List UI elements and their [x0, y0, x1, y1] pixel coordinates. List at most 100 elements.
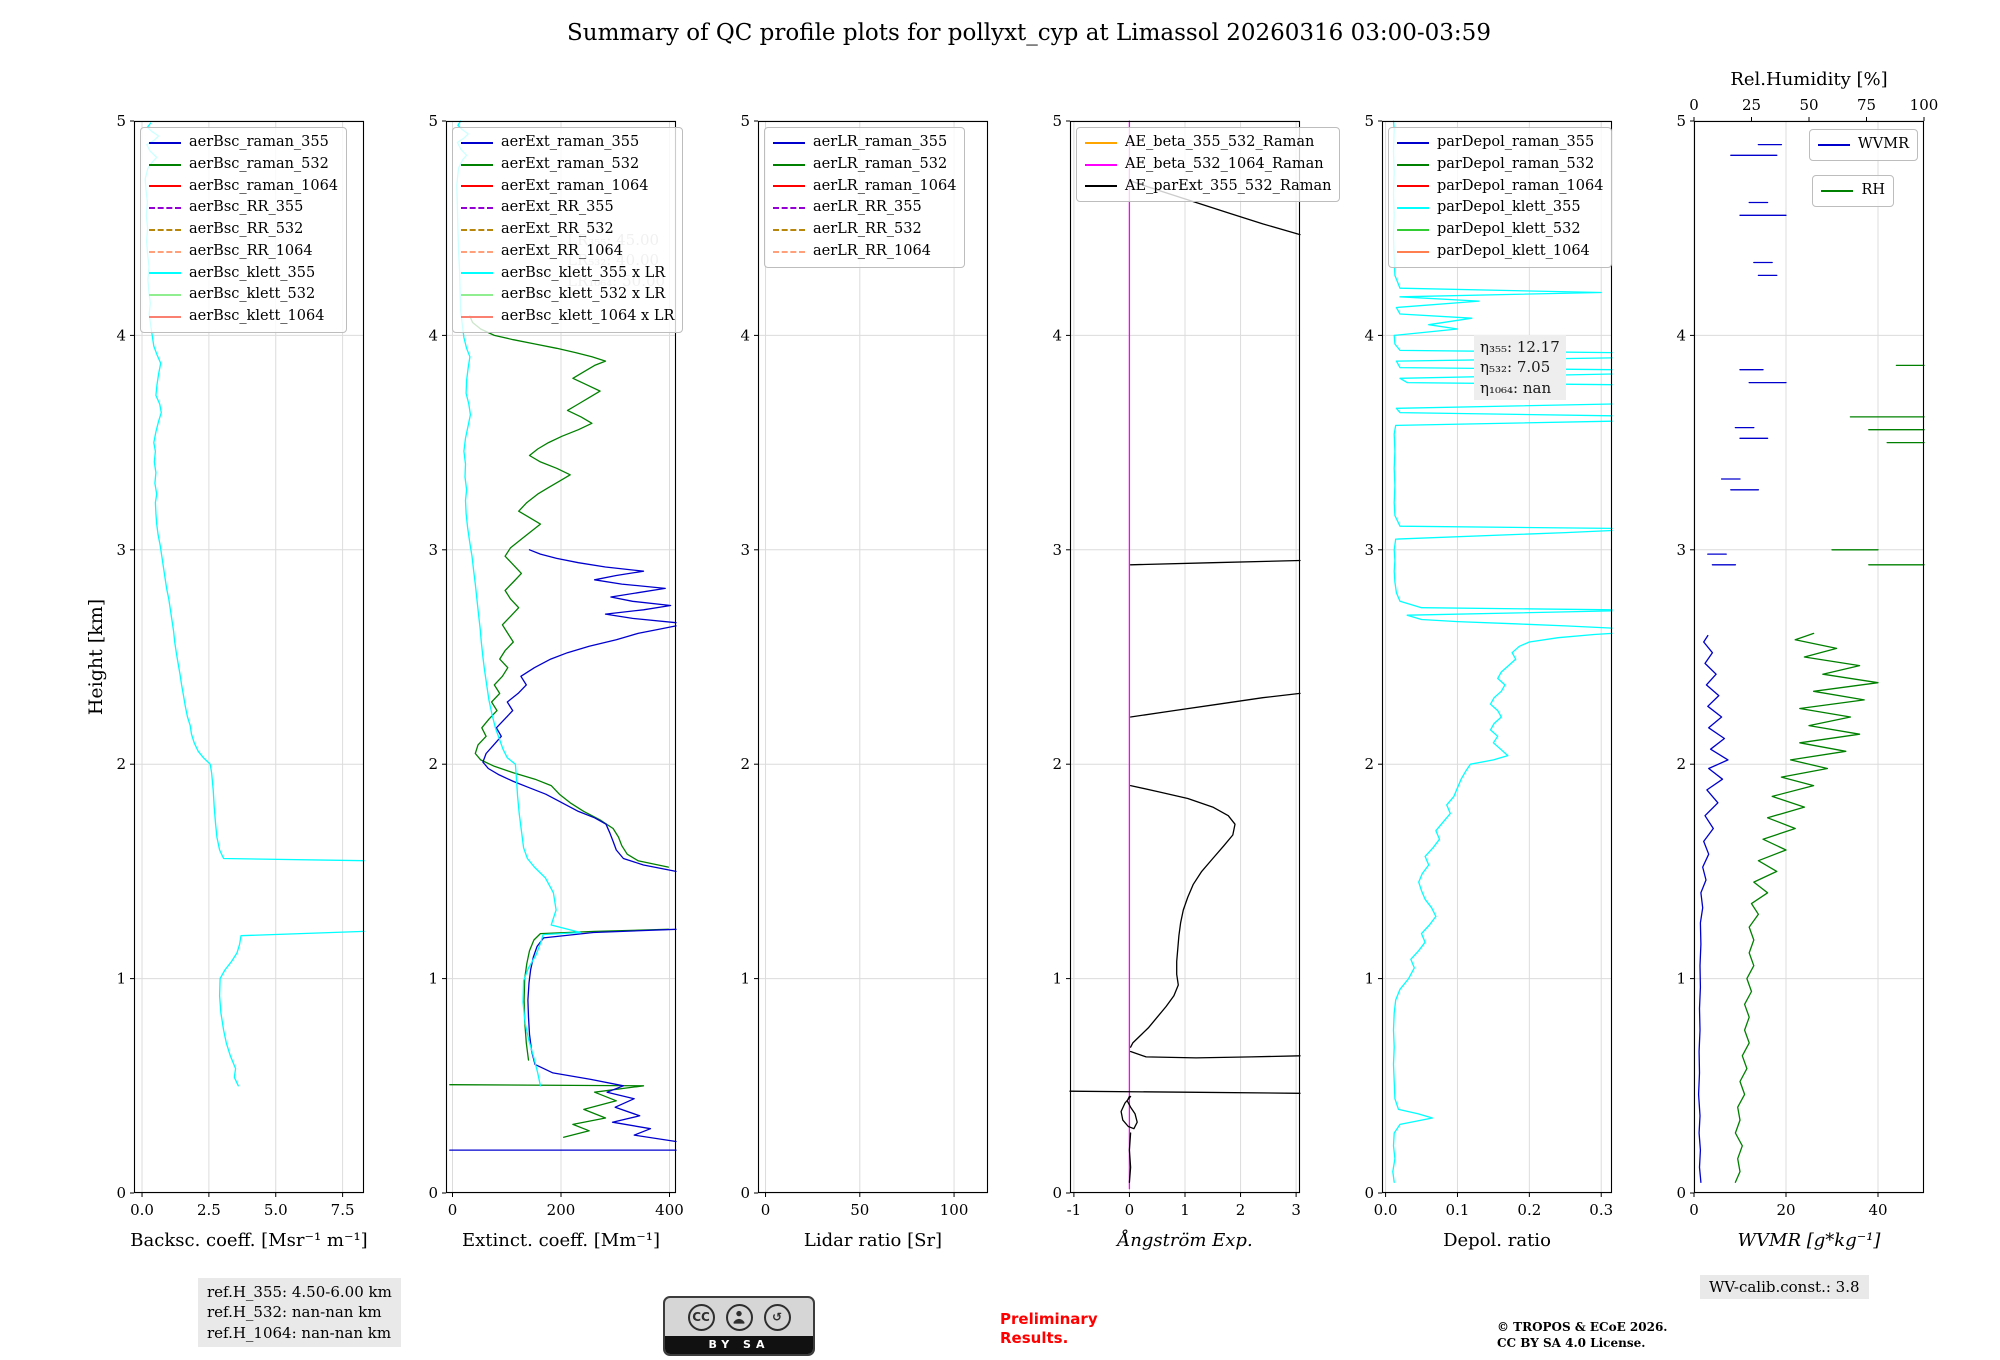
- y-tick-label: 2: [428, 755, 438, 773]
- legend-item: aerExt_raman_1064: [461, 176, 674, 198]
- x-tick-label: 2.5: [197, 1201, 221, 1219]
- legend-label: aerBsc_RR_355: [189, 199, 304, 216]
- share-alike-icon: ↺: [763, 1303, 791, 1331]
- legend-label: aerBsc_RR_1064: [189, 242, 313, 259]
- legend-label: aerBsc_RR_532: [189, 221, 304, 237]
- y-tick-label: 2: [740, 755, 750, 773]
- legend-item: aerBsc_raman_1064: [149, 176, 338, 198]
- x-tick-label: 1: [1180, 1201, 1190, 1219]
- series-aerExt_raman_532: [523, 928, 670, 1061]
- legend: aerLR_raman_355 aerLR_raman_532 aerLR_rama…: [764, 127, 966, 268]
- preliminary-note: Preliminary Results.: [1000, 1310, 1098, 1348]
- series-aerExt_raman_355: [482, 625, 677, 873]
- series-AE_parExt_355_532_Raman: [1129, 784, 1236, 1048]
- panel-angstrom: -1 0 1 2 3 0 1 2 3 4 5 Ångström Exp. AE_beta_355_532…: [1052, 112, 1341, 1251]
- legend-item: aerBsc_klett_532 x LR: [461, 284, 674, 306]
- legend-line-sample: [149, 185, 181, 188]
- y-tick-label: 5: [1676, 112, 1686, 130]
- y-tick-label: 3: [116, 541, 126, 559]
- y-tick-label: 2: [1052, 755, 1062, 773]
- legend-line-sample: [149, 250, 181, 253]
- legend-line-sample: [461, 250, 493, 253]
- y-tick-label: 4: [1364, 326, 1374, 344]
- wv-calibration-note: WV-calib.const.: 3.8: [1700, 1275, 1869, 1299]
- ref-line-355: ref.H_355: 4.50-6.00 km: [207, 1283, 392, 1301]
- legend-item: aerBsc_klett_355: [149, 263, 338, 285]
- legend-item: aerBsc_klett_355 x LR: [461, 263, 674, 285]
- series-aerExt_raman_532: [449, 1084, 645, 1138]
- legend: RH: [1812, 175, 1894, 207]
- legend-line-sample: [461, 141, 493, 144]
- legend-item: RH: [1821, 180, 1885, 202]
- y-tick-label: 1: [116, 970, 126, 988]
- legend-item: aerExt_RR_355: [461, 197, 674, 219]
- legend-label: aerLR_raman_532: [813, 155, 948, 172]
- series-AE_parExt_355_532_Raman: [1128, 1132, 1132, 1183]
- legend-line-sample: [1397, 141, 1429, 144]
- ref-line-532: ref.H_532: nan-nan km: [207, 1303, 382, 1322]
- y-tick-label: 0: [428, 1184, 438, 1202]
- legend-line-sample: [461, 294, 493, 297]
- legend-label: aerLR_RR_1064: [813, 242, 931, 259]
- legend-item: parDepol_klett_532: [1397, 219, 1603, 241]
- legend-line-sample: [461, 315, 493, 318]
- cc-badge-caption: BY SA: [665, 1336, 813, 1354]
- top-tick-label: 0: [1689, 96, 1699, 114]
- legend-item: aerExt_raman_532: [461, 154, 674, 176]
- legend-item: parDepol_klett_355: [1397, 197, 1603, 219]
- x-axis-label: Ångström Exp.: [1115, 1229, 1252, 1251]
- legend-label: aerLR_RR_532: [813, 221, 922, 237]
- legend-line-sample: [773, 163, 805, 166]
- x-tick-label: 50: [850, 1201, 869, 1219]
- legend-line-sample: [461, 185, 493, 188]
- legend-item: aerLR_RR_532: [773, 219, 956, 241]
- y-tick-label: 5: [116, 112, 126, 130]
- top-tick-label: 50: [1799, 96, 1818, 114]
- y-tick-label: 2: [1676, 755, 1686, 773]
- legend-line-sample: [149, 315, 181, 318]
- legend-line-sample: [773, 185, 805, 188]
- legend-line-sample: [1821, 189, 1854, 192]
- x-axis-label: WVMR [g*kg⁻¹]: [1738, 1230, 1882, 1251]
- legend-label: aerLR_RR_355: [813, 199, 922, 216]
- x-tick-label: 2: [1236, 1201, 1246, 1219]
- legend-label: aerLR_raman_355: [813, 134, 948, 150]
- legend-item: aerExt_raman_355: [461, 132, 674, 154]
- x-axis-label: Depol. ratio: [1443, 1230, 1551, 1251]
- legend-item: AE_beta_355_532_Raman: [1085, 132, 1331, 154]
- legend-item: parDepol_raman_1064: [1397, 176, 1603, 198]
- legend-item: parDepol_raman_532: [1397, 154, 1603, 176]
- legend-label: parDepol_raman_1064: [1437, 177, 1604, 194]
- y-tick-label: 1: [428, 970, 438, 988]
- x-tick-label: 3: [1291, 1201, 1301, 1219]
- legend-item: aerBsc_klett_1064 x LR: [461, 306, 674, 328]
- x-tick-label: 0: [448, 1201, 458, 1219]
- legend-item: aerBsc_RR_355: [149, 197, 338, 219]
- legend-item: aerBsc_RR_1064: [149, 241, 338, 263]
- legend-label: aerBsc_raman_532: [189, 155, 329, 172]
- legend-item: parDepol_klett_1064: [1397, 241, 1603, 263]
- panel-lidar-ratio: 0 50 100 0 1 2 3 4 5 Lidar ratio [Sr] aerLR_raman_…: [740, 112, 989, 1251]
- series-AE_parExt_355_532_Raman: [1129, 692, 1301, 718]
- legend-label: RH: [1861, 182, 1885, 198]
- legend-line-sample: [149, 228, 181, 231]
- y-tick-label: 2: [116, 755, 126, 773]
- legend-label: AE_beta_532_1064_Raman: [1125, 155, 1324, 172]
- legend-label: aerBsc_klett_1064: [189, 308, 325, 324]
- legend-label: parDepol_klett_1064: [1437, 242, 1590, 259]
- legend-label: aerExt_raman_1064: [501, 177, 649, 194]
- copyright-line-1: © TROPOS & ECoE 2026.: [1497, 1320, 1668, 1334]
- preliminary-line-1: Preliminary: [1000, 1310, 1098, 1328]
- legend: aerExt_raman_355 aerExt_raman_532 aerExt_r…: [452, 127, 684, 333]
- y-tick-label: 3: [428, 541, 438, 559]
- legend-line-sample: [149, 207, 181, 210]
- legend-line-sample: [773, 250, 805, 253]
- plot-area-depol: 0.0 0.1 0.2 0.3 0 1 2 3 4 5 Depol. ratio: [1364, 112, 1613, 1251]
- x-tick-label: 0: [1689, 1201, 1699, 1219]
- legend-line-sample: [461, 228, 493, 231]
- legend-label: aerBsc_klett_355: [189, 264, 316, 281]
- legend-label: aerBsc_klett_532 x LR: [501, 286, 666, 303]
- series-RH: [1734, 632, 1879, 1183]
- y-tick-label: 4: [1052, 326, 1062, 344]
